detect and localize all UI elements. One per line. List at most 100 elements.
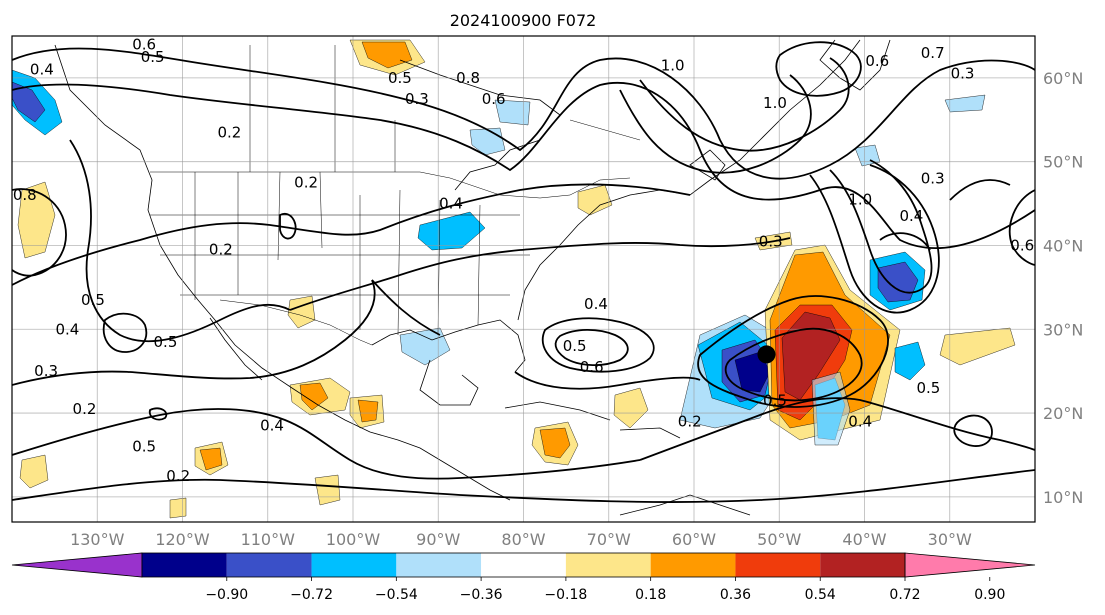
lon-tick-label: 90°W	[416, 530, 460, 549]
shade-orange-pac	[199, 447, 223, 471]
contour-label: 1.0	[763, 94, 787, 112]
contour-label: 0.5	[563, 337, 587, 355]
shade-cool-east-2	[894, 341, 926, 381]
contour-label: 0.2	[209, 241, 233, 259]
lon-tick-label: 130°W	[70, 530, 125, 549]
contour-20	[953, 414, 993, 447]
lon-tick-label: 60°W	[672, 530, 716, 549]
latitude-tick-labels: 60°N 50°N 40°N 30°N 20°N 10°N	[1043, 69, 1083, 507]
coast-hispaniola	[619, 427, 681, 439]
lat-tick-label: 50°N	[1043, 153, 1083, 172]
contour-label: 0.4	[848, 412, 872, 430]
contour-label: 0.2	[166, 467, 190, 485]
colorbar-tick-label: 0.72	[889, 587, 920, 603]
contour-label: 0.4	[439, 195, 463, 213]
contour-13	[724, 327, 863, 402]
colorbar-under-triangle	[11, 552, 143, 578]
lon-tick-label: 50°W	[757, 530, 801, 549]
contour-6	[12, 279, 376, 386]
coast-gulf	[371, 319, 526, 373]
contour-label: 0.5	[154, 333, 178, 351]
shade-warm-pac-2	[19, 454, 49, 489]
contour-label: 0.7	[921, 44, 945, 62]
contour-label: 0.4	[30, 61, 54, 79]
contour-label: 0.2	[678, 412, 702, 430]
colorbar-segment	[481, 553, 566, 577]
colorbar-segment	[820, 553, 905, 577]
lon-tick-label: 120°W	[155, 530, 210, 549]
graticule	[12, 36, 1035, 522]
contour-17	[829, 159, 933, 294]
shade-dark-pacific-nw	[12, 81, 46, 123]
lat-tick-label: 10°N	[1043, 488, 1083, 507]
contour-label: 0.4	[260, 417, 284, 435]
contour-label: 0.6	[132, 35, 156, 53]
shade-warm-atl	[577, 184, 613, 216]
coast-c-america	[439, 459, 511, 501]
contour-label: 0.5	[141, 48, 165, 66]
colorbar-segment	[142, 553, 227, 577]
contour-labels: 0.40.50.60.20.20.50.30.80.61.01.00.70.60…	[13, 35, 1034, 485]
contour-1	[12, 47, 1035, 180]
coast-newfoundland	[689, 149, 726, 181]
colorbar-tick-label: −0.18	[544, 587, 587, 603]
contour-12	[697, 295, 889, 408]
contour-28	[371, 279, 441, 336]
contour-16	[775, 41, 862, 97]
shade-orange-mex-2	[357, 399, 379, 423]
contour-label: 0.2	[294, 174, 318, 192]
colorbar-segment	[650, 553, 736, 577]
contour-label: 0.3	[759, 232, 783, 250]
contour-4	[12, 183, 691, 286]
shade-red-storm	[781, 311, 841, 401]
shade-warm-pac-4	[169, 497, 187, 519]
contour-label: 0.6	[865, 52, 889, 70]
contour-label: 0.5	[81, 291, 105, 309]
contour-lines	[12, 41, 1035, 503]
colorbar-tick-label: 0.54	[805, 587, 836, 603]
contour-label: 0.4	[584, 295, 608, 313]
contour-label: 0.8	[13, 186, 37, 204]
contour-label: 0.3	[34, 362, 58, 380]
colorbar-tick-label: −0.36	[460, 587, 503, 603]
colorbar-tick-label: 0.90	[974, 587, 1005, 603]
lat-tick-label: 30°N	[1043, 320, 1083, 339]
contour-label: 0.5	[388, 69, 412, 87]
shade-orange-labrador	[361, 41, 413, 69]
contour-label: 0.3	[951, 65, 975, 83]
contour-27	[514, 371, 701, 390]
lon-tick-label: 80°W	[501, 530, 545, 549]
contour-10	[541, 317, 655, 373]
contour-label: 0.4	[55, 320, 79, 338]
state-lines	[150, 171, 530, 336]
contour-22	[102, 312, 148, 353]
coast-west-na	[54, 44, 441, 461]
colorbar-segment	[735, 553, 821, 577]
coast-cuba	[504, 401, 611, 421]
lon-tick-label: 70°W	[587, 530, 631, 549]
contour-23	[279, 212, 297, 240]
contour-label: 0.3	[405, 90, 429, 108]
lon-tick-label: 30°W	[928, 530, 972, 549]
contour-3	[69, 139, 291, 343]
colorbar-tick-label: −0.72	[290, 587, 333, 603]
coast-yucatan	[419, 359, 479, 406]
contour-label: 0.5	[132, 438, 156, 456]
contour-label: 0.6	[482, 90, 506, 108]
contour-label: 0.6	[580, 358, 604, 376]
map-area: 0.40.50.60.20.20.50.30.80.61.01.00.70.60…	[12, 35, 1035, 522]
contour-24	[148, 407, 168, 421]
contour-label: 0.2	[217, 123, 241, 141]
colorbar-frame	[141, 552, 906, 578]
shade-warm-pac-3	[314, 474, 341, 506]
contour-26	[949, 179, 1011, 201]
contour-2	[12, 81, 1035, 249]
contour-8	[12, 469, 1035, 503]
colorbar-over-triangle	[904, 552, 1036, 578]
shade-navy-storm	[734, 351, 771, 393]
canada-provinces	[249, 45, 641, 172]
map-frame	[11, 35, 1036, 523]
coast-greenland	[819, 39, 891, 91]
shade-light-ontario	[494, 99, 531, 126]
